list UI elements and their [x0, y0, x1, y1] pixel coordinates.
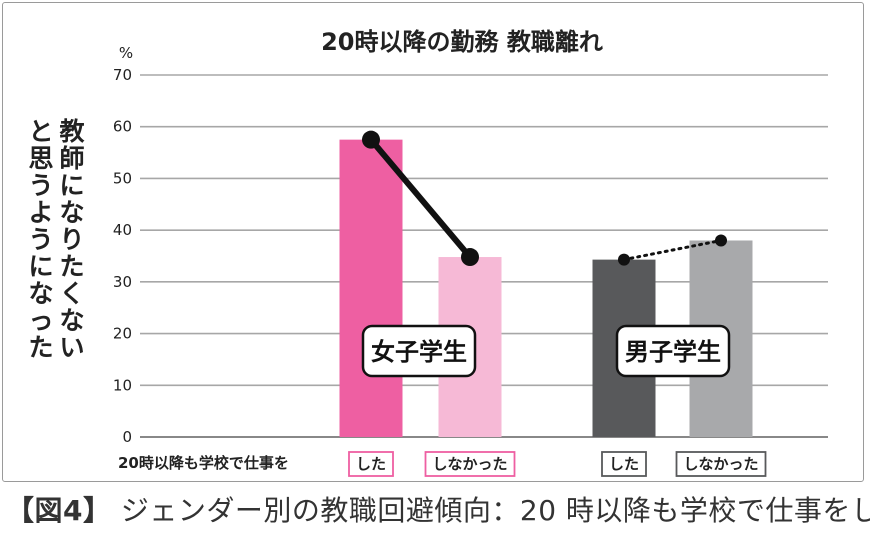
- category-label-text: した: [609, 455, 639, 473]
- category-label-text: しなかった: [683, 455, 758, 473]
- y-axis-label-char: う: [28, 171, 53, 200]
- y-tick-label: 40: [113, 221, 132, 239]
- y-tick-label: 60: [113, 118, 132, 136]
- caption-text: ジェンダー別の教職回避傾向：20 時以降も学校で仕事をした: [120, 494, 870, 527]
- group-labels: 女子学生 男子学生: [361, 324, 731, 378]
- y-axis-label-char: た: [59, 252, 84, 281]
- connector-line: [368, 137, 473, 259]
- y-axis-label-char: な: [59, 306, 84, 335]
- data-point: [362, 130, 380, 149]
- group-label-text: 男子学生: [625, 338, 721, 366]
- row-label: 20時以降も学校で仕事を: [118, 454, 289, 472]
- y-axis-label-char: に: [28, 252, 53, 281]
- y-axis-unit: %: [119, 44, 133, 62]
- chart-frame: [2, 2, 864, 482]
- group-label-text: 女子学生: [371, 338, 467, 366]
- group-label-box: [361, 324, 477, 378]
- y-axis-label-char: り: [59, 225, 84, 254]
- y-tick-label: 0: [122, 428, 132, 446]
- category-label: しなかった: [675, 451, 767, 477]
- y-tick-label: 10: [113, 376, 132, 394]
- chart-title: 20時以降の勤務 教職離れ: [321, 28, 603, 56]
- caption-prefix: 【図4】: [6, 494, 112, 527]
- category-label-box: [601, 451, 647, 477]
- y-axis-label-char: く: [59, 279, 84, 308]
- y-axis-label-char: う: [28, 225, 53, 254]
- category-label: した: [601, 451, 647, 477]
- category-label: した: [348, 451, 394, 477]
- category-label-box: [675, 451, 767, 477]
- y-tick-labels: 0 10 20 30 40 50 60 70: [113, 66, 132, 446]
- category-label-box: [424, 451, 516, 477]
- connector-line: [622, 238, 723, 262]
- y-axis-label-char: 思: [28, 144, 53, 173]
- y-axis-label-char: よ: [28, 198, 53, 227]
- y-tick-label: 70: [113, 66, 132, 84]
- figure-caption: 【図4】 ジェンダー別の教職回避傾向：20 時以降も学校で仕事をした: [6, 489, 870, 529]
- data-point: [461, 248, 479, 267]
- group-label-box: [615, 324, 731, 378]
- category-label-text: した: [356, 455, 386, 473]
- group-label: 男子学生: [615, 324, 731, 378]
- y-axis-label-char: に: [59, 171, 84, 200]
- y-axis-label-char: た: [28, 333, 53, 362]
- y-axis-label-char: 師: [59, 144, 84, 173]
- group-label: 女子学生: [361, 324, 477, 378]
- y-axis-label-char: と: [28, 117, 53, 146]
- category-label-box: [348, 451, 394, 477]
- y-axis-label-char: い: [59, 333, 84, 362]
- y-axis-label-char: な: [28, 279, 53, 308]
- category-label: しなかった: [424, 451, 516, 477]
- y-tick-label: 20: [113, 325, 132, 343]
- y-axis-label-char: っ: [28, 306, 53, 335]
- category-label-text: しなかった: [432, 455, 507, 473]
- bars: [339, 139, 753, 437]
- bar: [339, 139, 403, 437]
- y-axis-label-char: 教: [59, 117, 85, 146]
- data-point: [618, 253, 630, 266]
- y-axis-label-char: な: [59, 198, 84, 227]
- y-tick-label: 50: [113, 169, 132, 187]
- category-labels: した しなかった した しなかった: [348, 451, 767, 477]
- connectors: [362, 130, 727, 267]
- data-point: [715, 234, 727, 247]
- y-tick-label: 30: [113, 273, 132, 291]
